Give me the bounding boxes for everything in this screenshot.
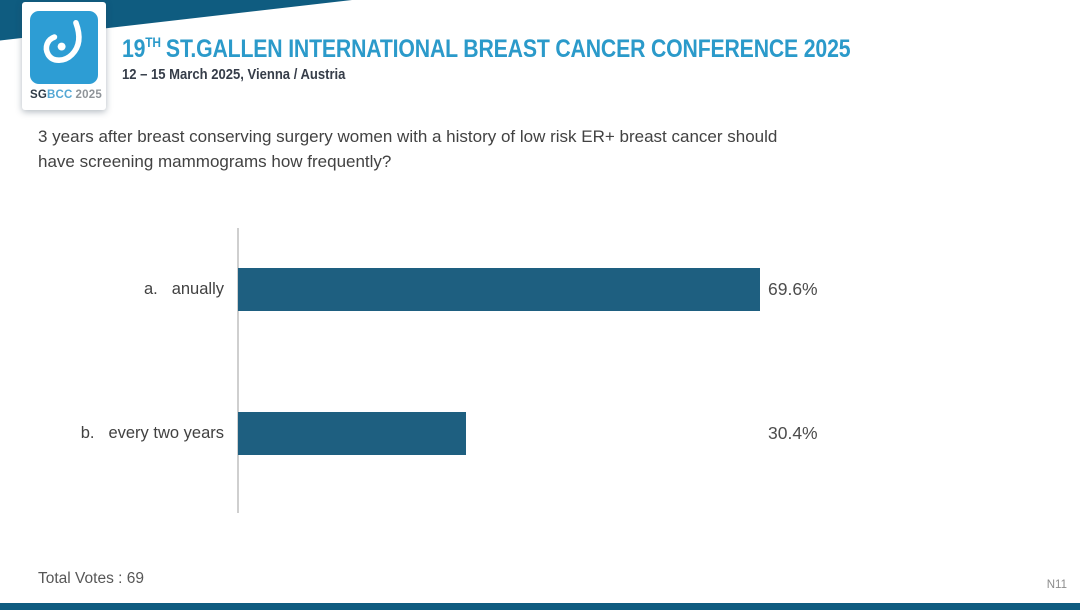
chart-axis-line — [237, 228, 239, 513]
title-text: ST.GALLEN INTERNATIONAL BREAST CANCER CO… — [165, 35, 851, 63]
chart-row-a-label: a. anually — [0, 268, 224, 311]
logo-text-sg: SG — [30, 89, 48, 101]
poll-question-line2: have screening mammograms how frequently… — [38, 152, 392, 171]
poll-question: 3 years after breast conserving surgery … — [38, 124, 777, 174]
option-a-marker: a. — [143, 280, 158, 298]
option-b-text: every two years — [108, 424, 224, 442]
chart-value-b: 30.4% — [768, 423, 818, 443]
footer-stripe — [0, 603, 1080, 610]
option-a-text: anually — [171, 280, 224, 298]
logo-text-bcc: BCC — [47, 89, 73, 101]
chart-value-a: 69.6% — [768, 279, 818, 299]
poll-question-line1: 3 years after breast conserving surgery … — [38, 127, 778, 146]
chart-bar-b — [238, 412, 466, 455]
title-number: 19 — [122, 35, 146, 63]
option-b-marker: b. — [80, 424, 95, 442]
chart-row-b-label: b. every two years — [0, 412, 224, 455]
conference-title: 19TH ST.GALLEN INTERNATIONAL BREAST CANCE… — [122, 34, 851, 64]
total-votes: Total Votes : 69 — [38, 570, 144, 587]
chart-row-b: b. every two years 30.4% — [0, 412, 1080, 455]
sgbcc-logo: SGBCC 2025 — [22, 2, 106, 110]
logo-square — [30, 11, 98, 84]
conference-date-location: 12 – 15 March 2025, Vienna / Austria — [122, 67, 346, 83]
logo-wordmark: SGBCC 2025 — [30, 89, 102, 101]
chart-bar-a — [238, 268, 760, 311]
title-ordinal-suffix: TH — [145, 34, 161, 50]
logo-text-year: 2025 — [75, 89, 102, 101]
slide-code: N11 — [1046, 579, 1067, 591]
breast-glyph-icon — [37, 15, 91, 80]
chart-row-a: a. anually 69.6% — [0, 268, 1080, 311]
